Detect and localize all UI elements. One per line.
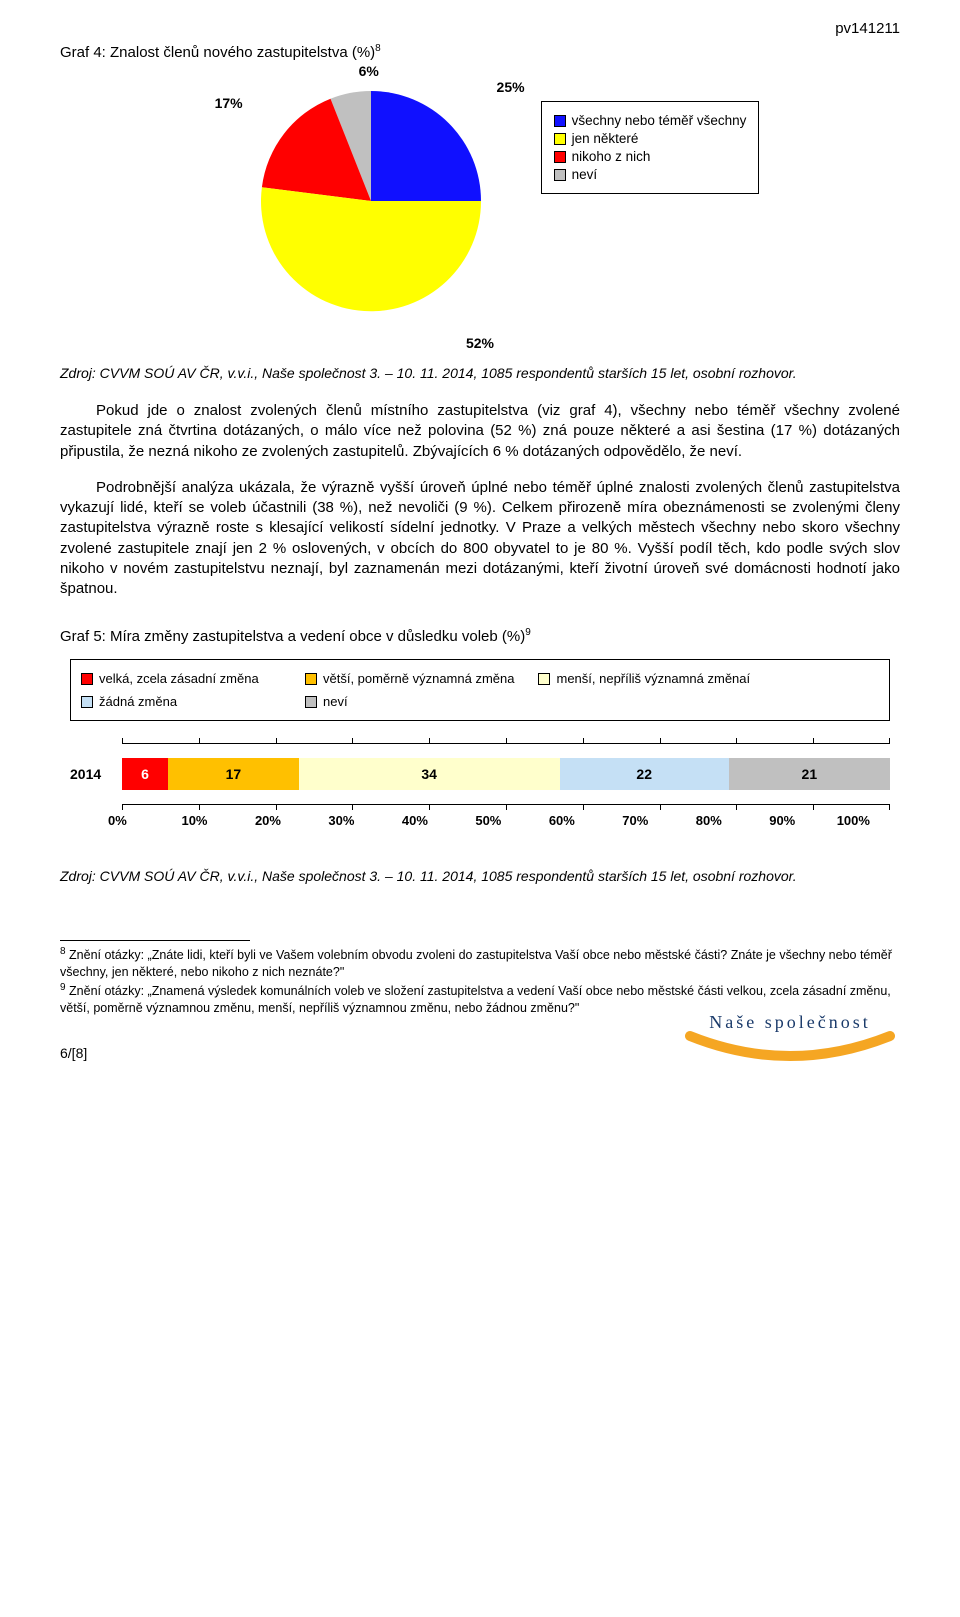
swatch-icon (554, 151, 566, 163)
xlab: 70% (622, 813, 695, 828)
legend-item: všechny nebo téměř všechny (554, 113, 747, 128)
legend-item: jen některé (554, 131, 747, 146)
bar-zone: 2014 6 17 34 22 21 (70, 743, 890, 805)
xlab: 90% (769, 813, 842, 828)
legend-item: neví (305, 694, 505, 709)
stacked-bar: 6 17 34 22 21 (122, 758, 890, 790)
legend-item: nikoho z nich (554, 149, 747, 164)
legend-label: velká, zcela zásadní změna (99, 671, 259, 686)
logo-text: Naše společnost (709, 1012, 870, 1032)
xlab: 80% (696, 813, 769, 828)
legend-item: velká, zcela zásadní změna (81, 671, 281, 686)
graf5-title-text: Graf 5: Míra změny zastupitelstva a vede… (60, 628, 525, 645)
pie-label-6: 6% (359, 63, 379, 79)
bar-seg: 17 (168, 758, 299, 790)
swatch-icon (538, 673, 550, 685)
legend-label: menší, nepříliš významná změnaí (556, 671, 750, 686)
legend-label: jen některé (572, 131, 639, 146)
legend-item: neví (554, 167, 747, 182)
fn8-text: Znění otázky: „Znáte lidi, kteří byli ve… (60, 948, 892, 979)
xlab: 10% (181, 813, 254, 828)
footnote-8: 8 Znění otázky: „Znáte lidi, kteří byli … (60, 945, 900, 981)
bar-seg: 21 (729, 758, 890, 790)
graf5-title-sup: 9 (525, 627, 531, 638)
xlab: 0% (108, 813, 181, 828)
pie-label-17: 17% (215, 95, 243, 111)
graf4-row: 6% 25% 17% všechny nebo téměř všechny je… (60, 71, 900, 331)
legend-label: nikoho z nich (572, 149, 651, 164)
footnote-separator (60, 940, 250, 941)
swatch-icon (554, 115, 566, 127)
swatch-icon (554, 133, 566, 145)
source-text-2: Zdroj: CVVM SOÚ AV ČR, v.v.i., Naše spol… (60, 868, 900, 884)
bar-seg: 22 (560, 758, 729, 790)
bar-seg: 34 (299, 758, 560, 790)
doc-id: pv141211 (60, 20, 900, 37)
graf4-title-sup: 8 (375, 43, 381, 54)
graf5-title: Graf 5: Míra změny zastupitelstva a vede… (60, 627, 900, 645)
swatch-icon (305, 696, 317, 708)
xlab: 40% (402, 813, 475, 828)
x-axis-labels: 0% 10% 20% 30% 40% 50% 60% 70% 80% 90% 1… (122, 813, 890, 828)
pie-svg (241, 71, 501, 331)
xlab: 20% (255, 813, 328, 828)
xlab: 50% (475, 813, 548, 828)
graf4-legend: všechny nebo téměř všechny jen některé n… (541, 101, 760, 194)
bar-year-label: 2014 (70, 766, 101, 782)
paragraph-1: Pokud jde o znalost zvolených členů míst… (60, 401, 900, 462)
graf4-title-text: Graf 4: Znalost členů nového zastupitels… (60, 44, 375, 61)
logo: Naše společnost (680, 1006, 900, 1065)
legend-label: neví (323, 694, 348, 709)
xlab: 60% (549, 813, 622, 828)
legend-label: větší, poměrně významná změna (323, 671, 514, 686)
swatch-icon (81, 696, 93, 708)
xlab: 30% (328, 813, 401, 828)
xlab: 100% (837, 813, 870, 828)
source-text-1: Zdroj: CVVM SOÚ AV ČR, v.v.i., Naše spol… (60, 365, 900, 381)
pie-chart: 6% 25% 17% (241, 71, 501, 331)
axis-bottom (122, 804, 890, 805)
legend-label: všechny nebo téměř všechny (572, 113, 747, 128)
graf5-legend: velká, zcela zásadní změna větší, poměrn… (70, 659, 890, 721)
legend-label: neví (572, 167, 598, 182)
logo-svg: Naše společnost (680, 1006, 900, 1062)
bar-seg: 6 (122, 758, 168, 790)
swatch-icon (305, 673, 317, 685)
swatch-icon (554, 169, 566, 181)
legend-item: větší, poměrně významná změna (305, 671, 514, 686)
legend-item: žádná změna (81, 694, 281, 709)
graf5-chart: velká, zcela zásadní změna větší, poměrn… (60, 659, 900, 828)
legend-label: žádná změna (99, 694, 177, 709)
legend-item: menší, nepříliš významná změnaí (538, 671, 750, 686)
pie-label-52: 52% (60, 335, 900, 351)
swatch-icon (81, 673, 93, 685)
graf4-title: Graf 4: Znalost členů nového zastupitels… (60, 43, 900, 61)
paragraph-2: Podrobnější analýza ukázala, že výrazně … (60, 478, 900, 600)
pie-label-25: 25% (497, 79, 525, 95)
axis-top (122, 743, 890, 744)
